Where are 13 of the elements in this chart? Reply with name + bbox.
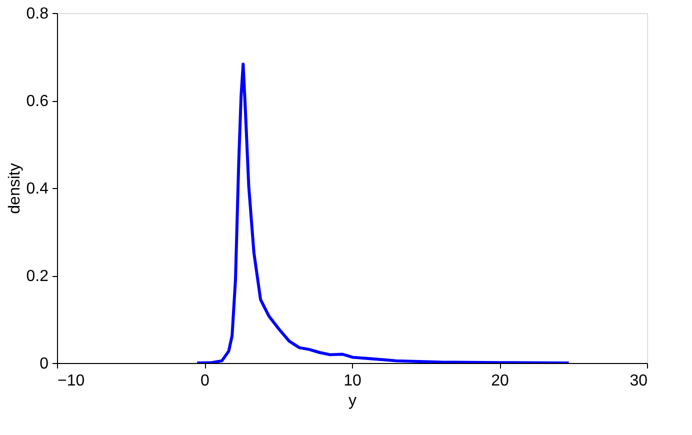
x-axis-title: y — [348, 392, 356, 410]
line-series — [196, 62, 570, 363]
x-tick-label: 20 — [491, 372, 509, 390]
y-tick-label: 0.2 — [26, 268, 49, 285]
x-tick-label: −10 — [58, 372, 85, 390]
y-axis-title: density — [6, 163, 24, 214]
y-tick-label: 0.8 — [26, 6, 49, 22]
y-tick-label: 0 — [40, 356, 49, 372]
y-tick-label: 0.4 — [26, 180, 49, 198]
x-tick-label: 10 — [344, 372, 362, 390]
x-tick-label: 0 — [200, 372, 210, 390]
y-tick-label: 0.6 — [26, 93, 49, 110]
x-tick-label: 30 — [630, 372, 648, 390]
